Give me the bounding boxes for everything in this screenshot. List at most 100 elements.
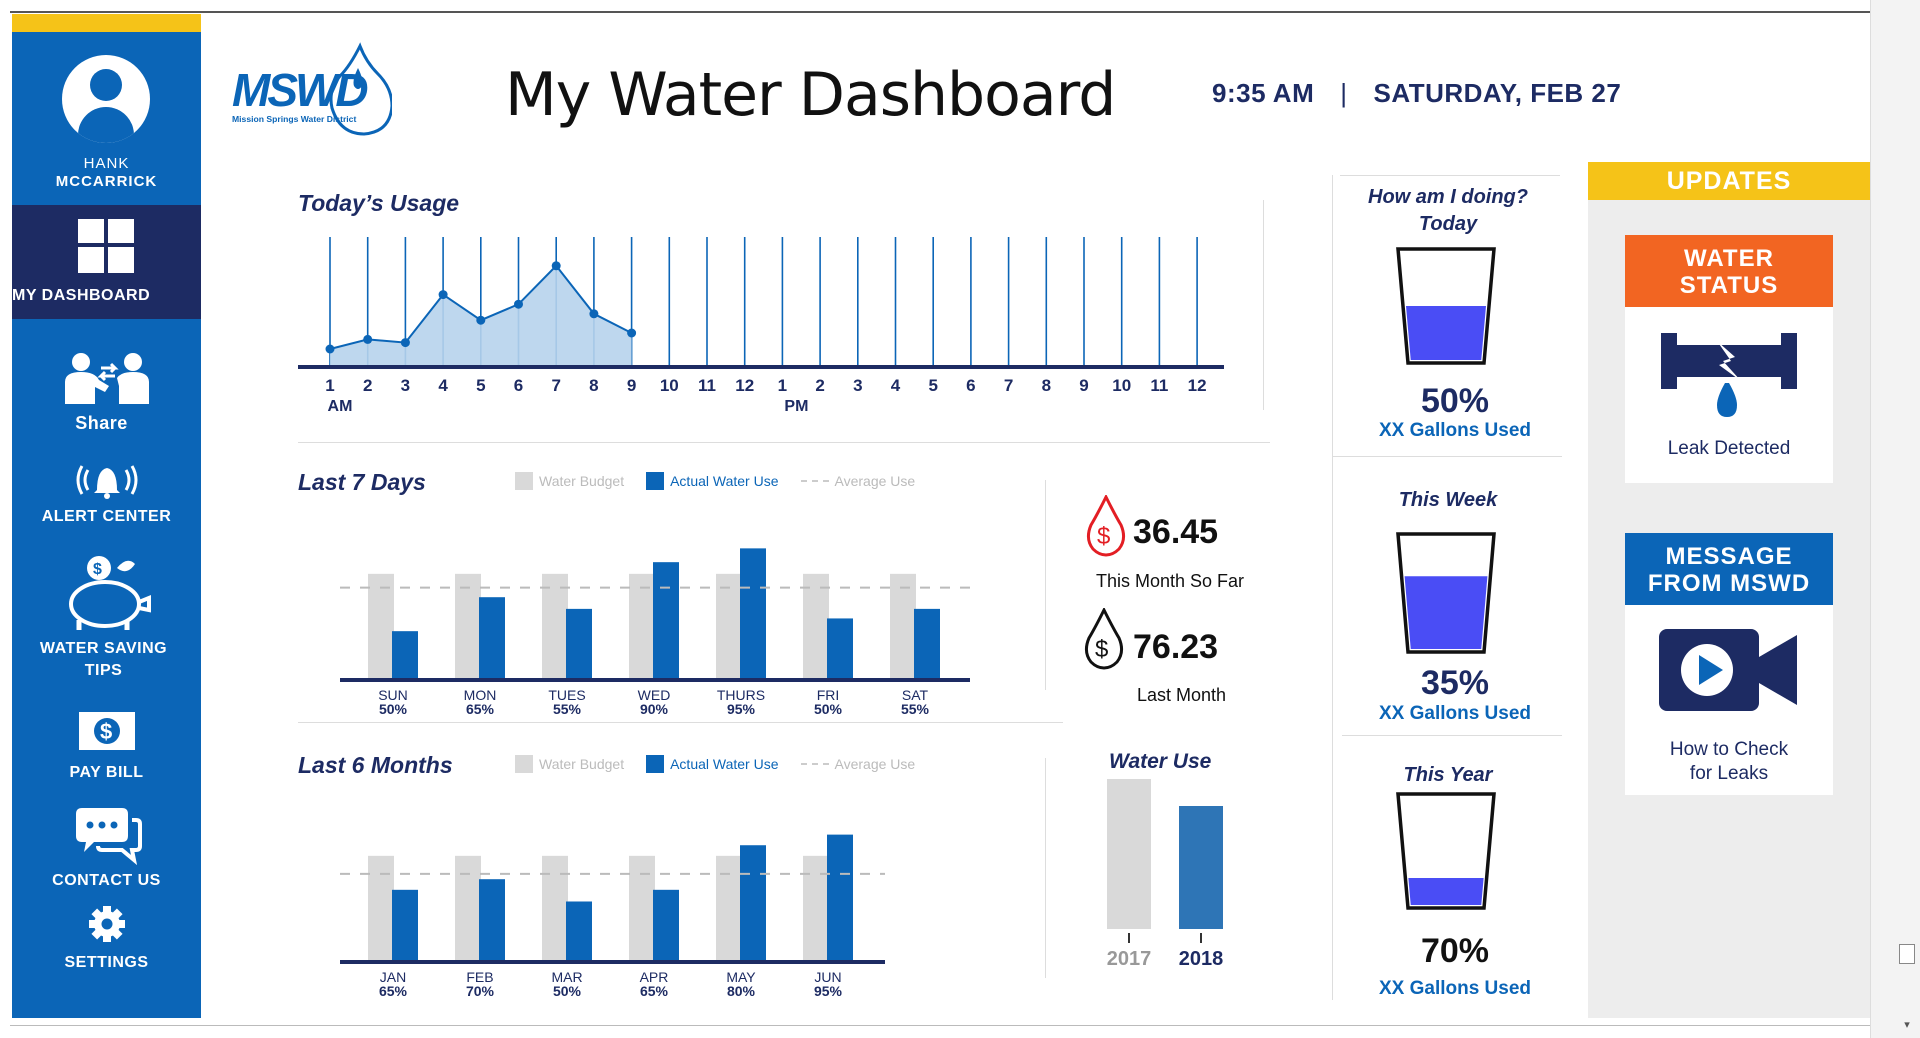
- legend-budget-label: Water Budget: [539, 473, 625, 489]
- year-bar: [1179, 806, 1223, 929]
- sidebar-item-settings[interactable]: SETTINGS: [12, 904, 201, 974]
- gauge-year-heading: This Year: [1403, 764, 1493, 786]
- budget-bar: [542, 573, 568, 680]
- actual-bar: [740, 845, 766, 962]
- bell-alert-icon: [76, 465, 137, 499]
- video-camera-icon[interactable]: [1659, 629, 1799, 713]
- page-title: My Water Dashboard: [505, 60, 1116, 130]
- category-label: TUES: [548, 687, 585, 703]
- gauge-fill: [1406, 306, 1486, 360]
- vertical-scrollbar[interactable]: [1870, 0, 1920, 1038]
- legend-swatch-budget: [515, 472, 533, 490]
- message-card[interactable]: MESSAGE FROM MSWD How to Check for Leaks: [1625, 533, 1833, 795]
- sidebar-item-share[interactable]: Share: [12, 352, 201, 434]
- actual-bar: [566, 608, 592, 680]
- sidebar-item-pay[interactable]: $ PAY BILL: [12, 710, 201, 784]
- sidebar-item-dashboard[interactable]: MY DASHBOARD: [12, 205, 201, 319]
- current-month-label: This Month So Far: [1096, 571, 1245, 591]
- budget-bar: [629, 573, 655, 680]
- sidebar-item-label: CONTACT US: [52, 872, 161, 889]
- water-status-card[interactable]: WATER STATUS Leak Detected: [1625, 235, 1833, 483]
- sidebar-item-tips[interactable]: $ WATER SAVING TIPS: [12, 554, 201, 682]
- category-label: MON: [464, 687, 497, 703]
- gauge-year-gallons: XX Gallons Used: [1378, 978, 1532, 999]
- divider: [1340, 175, 1560, 176]
- legend-budget-label: Water Budget: [539, 756, 625, 772]
- avatar[interactable]: [62, 55, 150, 143]
- last-6-months-title: Last 6 Months: [298, 752, 453, 778]
- hour-tick-label: 4: [891, 376, 901, 395]
- category-label: THURS: [717, 687, 765, 703]
- budget-bar: [629, 855, 655, 962]
- budget-bar: [803, 855, 829, 962]
- chart-legend: Water Budget Actual Water Use Average Us…: [515, 755, 915, 773]
- percent-label: 95%: [814, 983, 843, 999]
- gear-icon: [88, 906, 125, 942]
- budget-bar: [716, 855, 742, 962]
- percent-label: 65%: [640, 983, 669, 999]
- last-7-days-chart: SUN50%MON65%TUES55%WED90%THURS95%FRI50%S…: [340, 548, 970, 717]
- last-month-label: Last Month: [1137, 685, 1227, 705]
- budget-bar: [455, 855, 481, 962]
- divider: [1263, 200, 1264, 410]
- sidebar-item-label-2: TIPS: [84, 662, 123, 679]
- actual-bar: [566, 901, 592, 962]
- usage-point: [589, 309, 599, 319]
- hour-tick-label: 8: [1042, 376, 1051, 395]
- hour-tick-label: 11: [1150, 376, 1168, 395]
- usage-point: [476, 315, 486, 325]
- sidebar-item-alerts[interactable]: ALERT CENTER: [12, 460, 201, 528]
- message-line1: MESSAGE: [1665, 543, 1793, 570]
- percent-label: 80%: [727, 983, 756, 999]
- water-status-line2: STATUS: [1679, 272, 1779, 299]
- svg-text:$: $: [1097, 523, 1110, 550]
- actual-bar: [479, 879, 505, 962]
- hour-tick-label: 6: [514, 376, 523, 395]
- category-label: FEB: [466, 969, 493, 985]
- actual-bar: [827, 618, 853, 680]
- legend-actual-label: Actual Water Use: [670, 756, 779, 772]
- legend-average-dash: [800, 763, 829, 765]
- year-label: 2018: [1179, 948, 1224, 970]
- video-title-line2: for Leaks: [1689, 763, 1769, 784]
- svg-text:$: $: [100, 719, 112, 744]
- scroll-down-arrow-icon[interactable]: ▾: [1904, 1019, 1910, 1031]
- water-status-heading: WATER STATUS: [1625, 235, 1833, 307]
- leak-detected-text: Leak Detected: [1667, 438, 1791, 459]
- divider: [1045, 480, 1046, 690]
- window-bottom-border: [10, 1025, 1870, 1026]
- hour-tick-label: 12: [1188, 376, 1207, 395]
- video-title: How to Check for Leaks: [1625, 738, 1833, 786]
- year-bar: [1107, 779, 1151, 929]
- hour-tick-label: 5: [476, 376, 485, 395]
- svg-text:$: $: [93, 561, 102, 578]
- user-name: HANK MCCARRICK: [12, 155, 201, 191]
- sidebar-item-label: WATER SAVING: [39, 640, 168, 657]
- hour-tick-label: 12: [735, 376, 754, 395]
- water-use-title: Water Use: [1109, 750, 1212, 773]
- actual-bar: [740, 548, 766, 680]
- category-label: JAN: [380, 969, 406, 985]
- gauge-today-gallons: XX Gallons Used: [1378, 420, 1532, 441]
- category-label: APR: [640, 969, 669, 985]
- share-people-icon: [64, 353, 149, 404]
- divider: [298, 442, 1270, 443]
- updates-heading: UPDATES: [1588, 162, 1870, 200]
- actual-bar: [914, 608, 940, 680]
- leaky-pipe-icon: [1661, 333, 1797, 417]
- sidebar-item-contact[interactable]: CONTACT US: [12, 806, 201, 892]
- usage-point: [514, 299, 523, 309]
- scrollbar-thumb[interactable]: [1899, 944, 1915, 964]
- gauge-fill: [1408, 878, 1484, 905]
- svg-text:$: $: [1095, 636, 1108, 663]
- usage-point: [438, 290, 448, 300]
- message-heading: MESSAGE FROM MSWD: [1625, 533, 1833, 605]
- hour-tick-label: 11: [698, 376, 716, 395]
- current-date: SATURDAY, FEB 27: [1373, 78, 1622, 108]
- am-label: AM: [328, 398, 353, 415]
- category-label: JUN: [814, 969, 841, 985]
- last-7-days-title: Last 7 Days: [298, 469, 426, 495]
- budget-bar: [542, 855, 568, 962]
- gauge-today-heading: How am I doing? Today: [1328, 184, 1568, 238]
